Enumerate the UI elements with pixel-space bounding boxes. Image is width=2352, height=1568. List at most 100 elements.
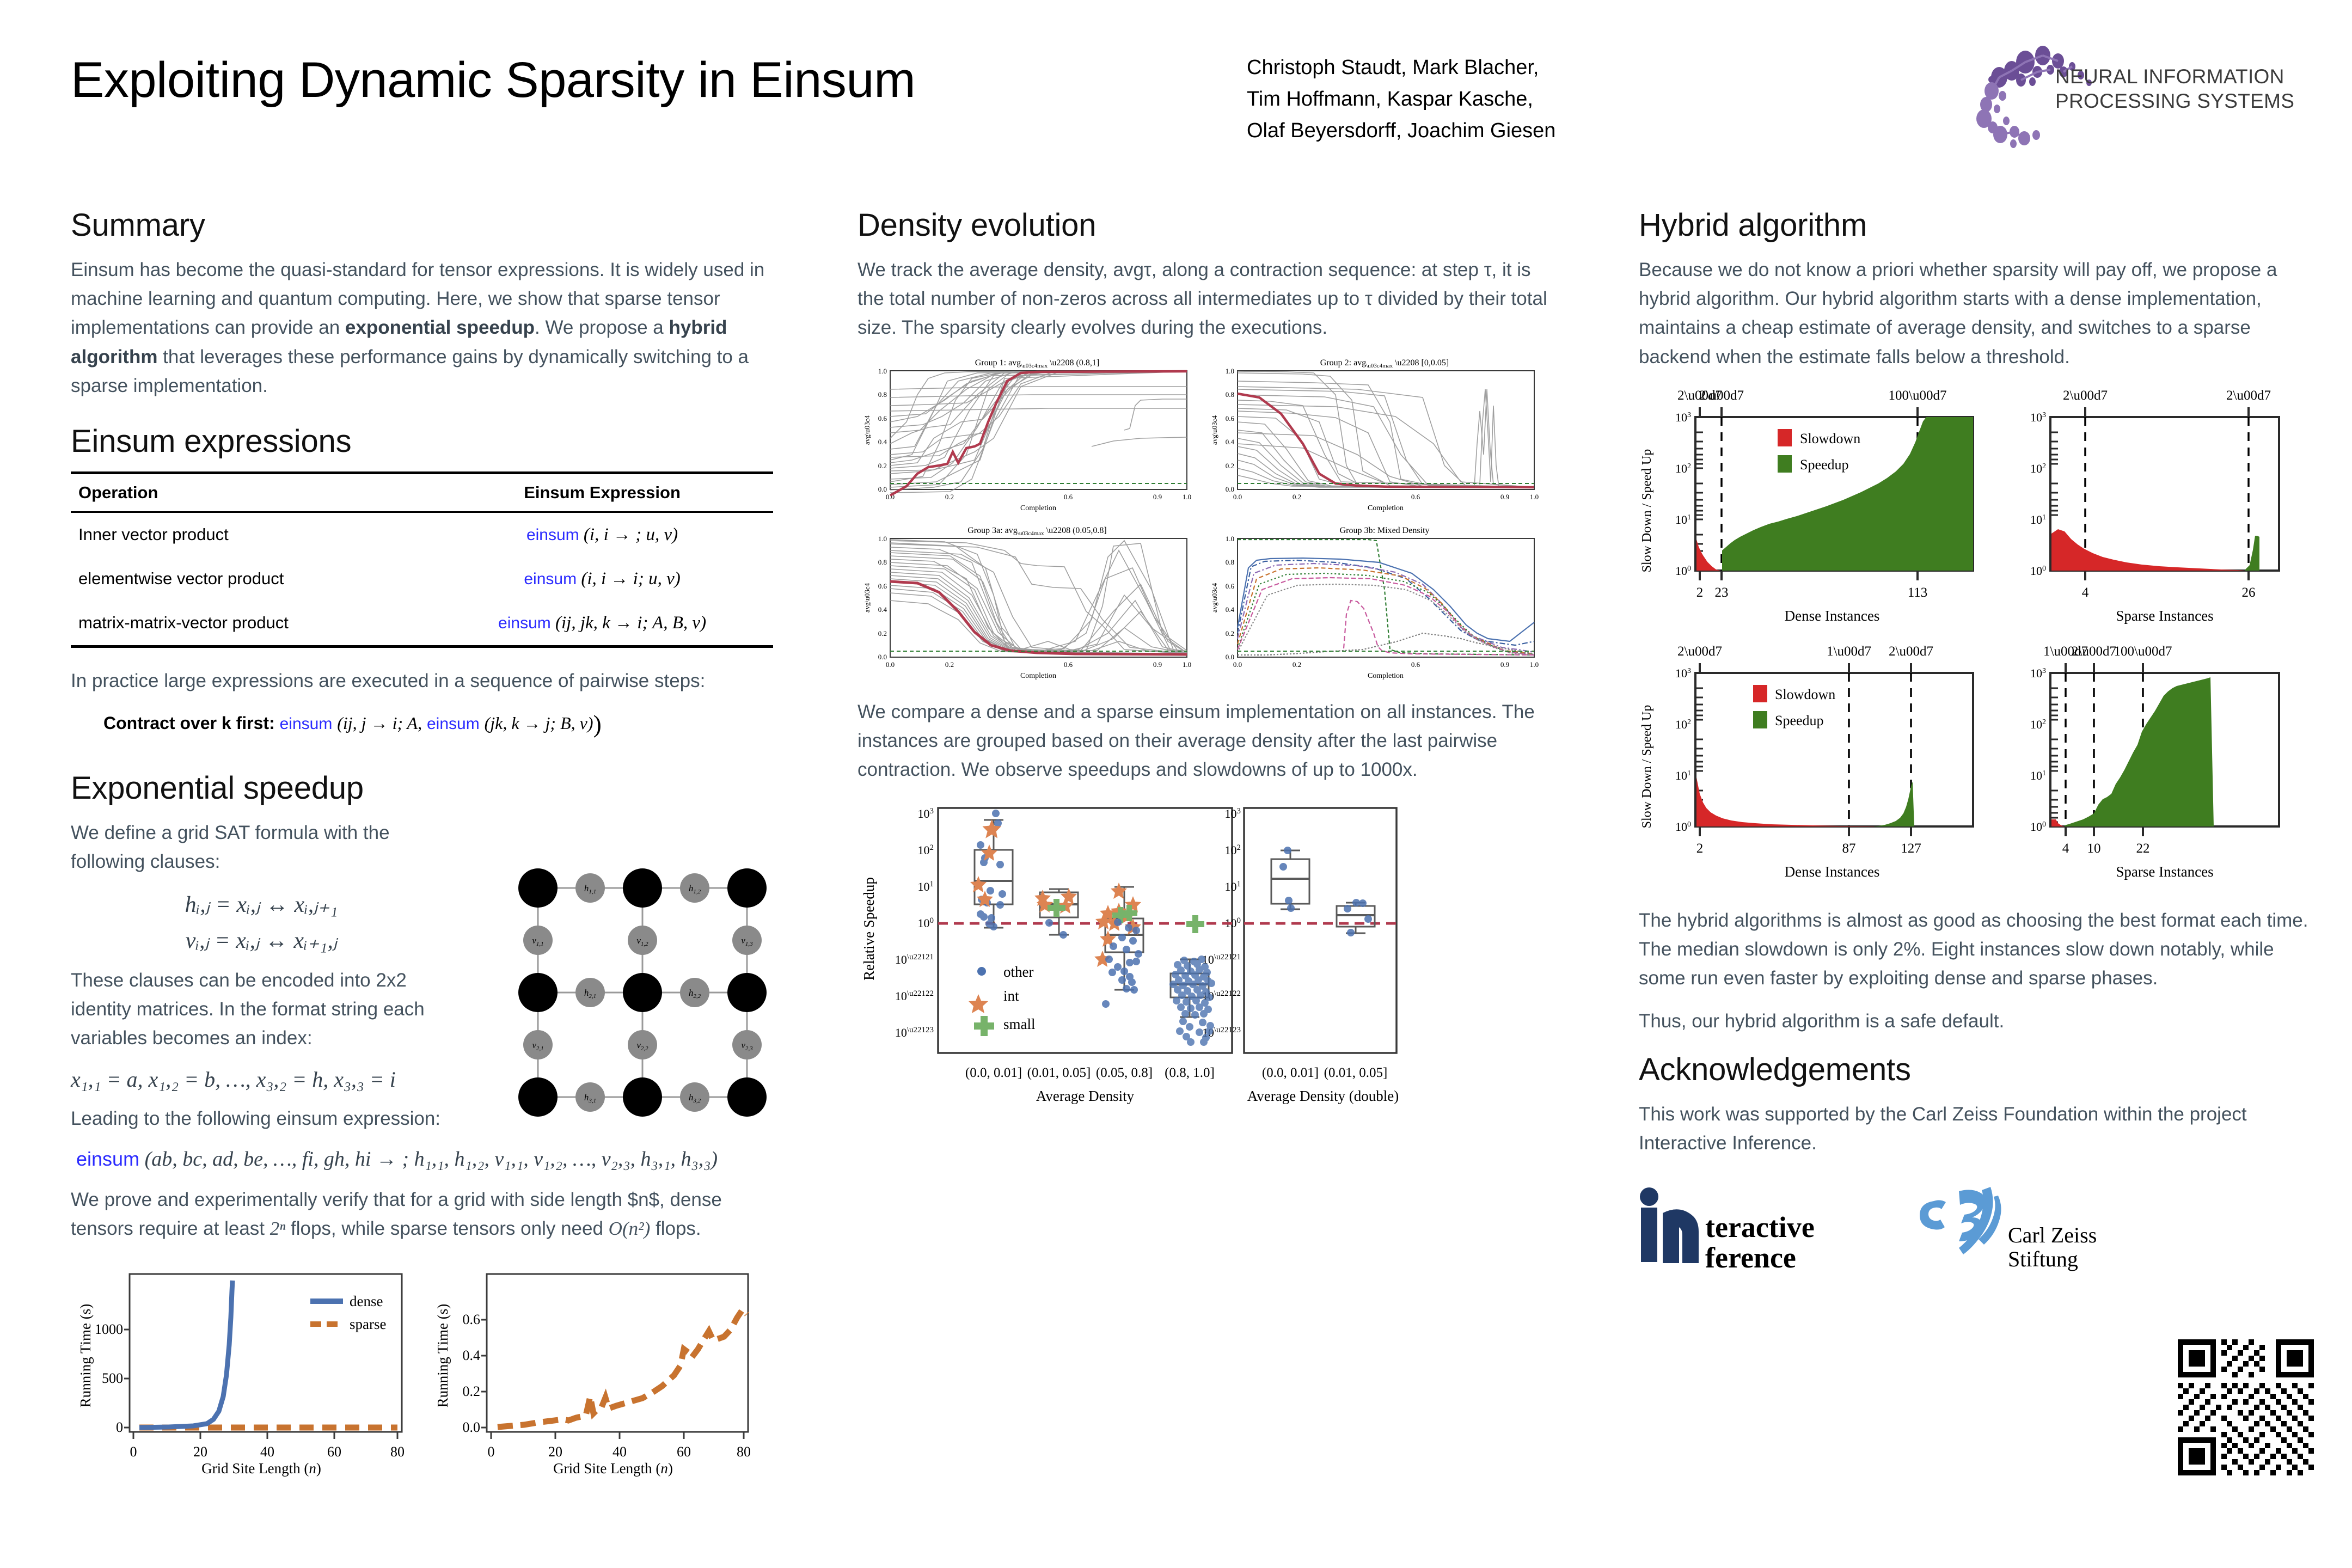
scatter-other [1102, 918, 1142, 1008]
top-tick-label: 2\u00d7 [2226, 388, 2271, 403]
svg-text:0.6: 0.6 [1064, 493, 1073, 501]
exponential-speedup-block: We define a grid SAT formula with the fo… [71, 818, 773, 1117]
svg-text:0.6: 0.6 [1226, 582, 1235, 590]
cell-operation: elementwise vector product [78, 569, 284, 589]
legend-label-slowdown: Slowdown [1800, 431, 1860, 446]
svg-text:0.2: 0.2 [1226, 629, 1234, 638]
cell-expression: einsum (ij, jk, k → i; A, B, v) [424, 601, 773, 647]
summary-text-e: that leverages these performance gains b… [71, 346, 749, 396]
hybrid-charts-row-2: Slow Down / Speed Up 103 102 101 100 [1639, 641, 2314, 892]
hybrid-paragraph-2: The hybrid algorithms is almost as good … [1639, 909, 2308, 989]
expo-paragraph-4: We prove and experimentally verify that … [71, 1185, 773, 1243]
runtime-charts-row: 1000 500 0 0 20 [71, 1257, 773, 1477]
chart-ylabel: avg\u03c4 [863, 583, 871, 612]
contract-outer-args: (ij, j → i; A, [337, 713, 422, 733]
einsum-expressions-table: Operation Einsum Expression Inner vector… [71, 471, 773, 648]
svg-text:103: 103 [1225, 807, 1241, 820]
svg-text:0.9: 0.9 [1500, 660, 1509, 669]
svg-text:60: 60 [677, 1444, 691, 1460]
summary-paragraph: Einsum has become the quasi-standard for… [71, 255, 773, 400]
hybrid-heading: Hybrid algorithm [1639, 207, 1867, 243]
table-row: elementwise vector product einsum (i, i … [71, 557, 773, 601]
svg-text:0.2: 0.2 [878, 629, 887, 638]
svg-text:0.8: 0.8 [1226, 390, 1234, 399]
speedup-area [2245, 535, 2259, 571]
chart-legend: Slowdown Speedup [1778, 428, 1860, 473]
chart-xlabel: Sparse Instances [2116, 863, 2213, 880]
chart-ylabel: avg\u03c4 [863, 415, 871, 445]
svg-text:0.6: 0.6 [463, 1312, 481, 1327]
author-line-1: Christoph Staudt, Mark Blacher, [1247, 56, 1539, 79]
speedup-area [2065, 677, 2214, 826]
xtick-label: (0.05, 0.8] [1096, 1065, 1153, 1080]
legend-label-int: int [1003, 988, 1019, 1004]
cell-expression: einsum (i, i → ; u, v) [424, 512, 773, 557]
chart-xlabel-left: Average Density [1036, 1088, 1135, 1104]
highlight-trace [890, 580, 1187, 656]
bottom-tick-label: 22 [2136, 841, 2150, 856]
svg-text:0.6: 0.6 [1411, 660, 1420, 669]
chart-title: Group 2: avg\u03c4max \u2208 [0,0.05] [1320, 358, 1449, 369]
svg-text:10\u22121: 10\u22121 [895, 953, 934, 966]
chart-xlabel: Dense Instances [1785, 608, 1880, 624]
top-tick-label: 100\u00d7 [2114, 644, 2172, 659]
svg-text:1.0: 1.0 [1226, 535, 1234, 543]
expo-text-col: We define a grid SAT formula with the fo… [71, 818, 452, 1052]
svg-text:0: 0 [130, 1444, 137, 1460]
czs-mark-icon [1920, 1186, 2001, 1254]
expo-paragraph-3: Leading to the following einsum expressi… [71, 1108, 441, 1130]
author-line-3: Olaf Beyersdorff, Joachim Giesen [1247, 119, 1556, 142]
chart-density-group-2: Group 2: avg\u03c4max \u2208 [0,0.05] 1.… [1205, 356, 1542, 514]
svg-text:0.2: 0.2 [1293, 493, 1301, 501]
top-tick-label: 2\u00d7 [1677, 388, 1722, 403]
grid-einsum-expression: einsum (ab, bc, ad, be, …, fi, gh, hi → … [76, 1147, 773, 1171]
chart-xlabel-right: Average Density (double) [1247, 1088, 1399, 1104]
neurips-logo: NEURAL INFORMATION PROCESSING SYSTEMS [1960, 39, 2298, 148]
scatter-other [1279, 847, 1372, 937]
svg-text:103: 103 [1675, 666, 1691, 680]
svg-text:102: 102 [2030, 462, 2046, 475]
acknowledgements-paragraph: This work was supported by the Carl Zeis… [1639, 1103, 2247, 1154]
svg-text:100: 100 [2030, 820, 2046, 834]
svg-text:1.0: 1.0 [878, 535, 887, 543]
qr-code-icon[interactable] [2178, 1339, 2314, 1475]
scatter-small [1112, 905, 1137, 924]
top-tick-label: 2\u00d7 [1889, 644, 1933, 659]
contract-expression: Contract over k first: einsum (ij, j → i… [103, 710, 602, 738]
speedup-area [1873, 781, 1914, 826]
top-tick-label: 100\u00d7 [1889, 388, 1947, 403]
density-charts-grid: Group 1: avg\u03c4max \u2208 (0.8,1] 1.0… [857, 356, 1549, 682]
bottom-tick-label: 2 [1696, 585, 1704, 600]
svg-text:1.0: 1.0 [878, 367, 887, 375]
grid-einsum-args: (ab, bc, ad, be, …, fi, gh, hi → ; h₁,₁,… [144, 1148, 718, 1171]
top-tick-label: 2\u00d7 [2063, 388, 2108, 403]
scatter-other [1045, 919, 1067, 939]
flops-text-a: We prove and experimentally verify that … [71, 1189, 722, 1240]
svg-text:0.0: 0.0 [1226, 485, 1234, 493]
svg-text:0.0: 0.0 [1233, 660, 1242, 669]
svg-text:40: 40 [612, 1444, 627, 1460]
highlight-trace [889, 370, 1187, 497]
qr-code[interactable] [2178, 1339, 2314, 1475]
legend-label-speedup: Speedup [1775, 713, 1824, 728]
speedup-area [1722, 416, 1973, 571]
svg-text:1.0: 1.0 [1530, 660, 1539, 669]
scatter-small [1048, 899, 1065, 917]
density-evolution-heading: Density evolution [857, 207, 1097, 243]
bottom-tick-label: 4 [2082, 585, 2089, 600]
bottom-tick-label: 113 [1908, 585, 1928, 600]
xtick-label: (0.01, 0.05] [1324, 1065, 1388, 1080]
slowdown-area [2051, 529, 2245, 571]
einsum-keyword: einsum [76, 1148, 140, 1171]
svg-text:0.6: 0.6 [1226, 414, 1235, 422]
svg-text:1.0: 1.0 [1530, 493, 1539, 501]
chart-xlabel: Completion [1020, 672, 1056, 680]
svg-text:0.4: 0.4 [878, 605, 887, 614]
logo-interactive-word: teractive [1705, 1211, 1815, 1244]
summary-bold-hybrid: hybrid algorithm [71, 317, 727, 367]
cell-operation: matrix-matrix-vector product [78, 613, 289, 633]
svg-text:1.0: 1.0 [1226, 367, 1234, 375]
carl-zeiss-stiftung-logo: Carl Zeiss Stiftung [1911, 1183, 2140, 1281]
chart-runtime-sparse-zoom: 0.6 0.4 0.2 0.0 0 20 40 60 80 Grid Site [428, 1257, 765, 1477]
